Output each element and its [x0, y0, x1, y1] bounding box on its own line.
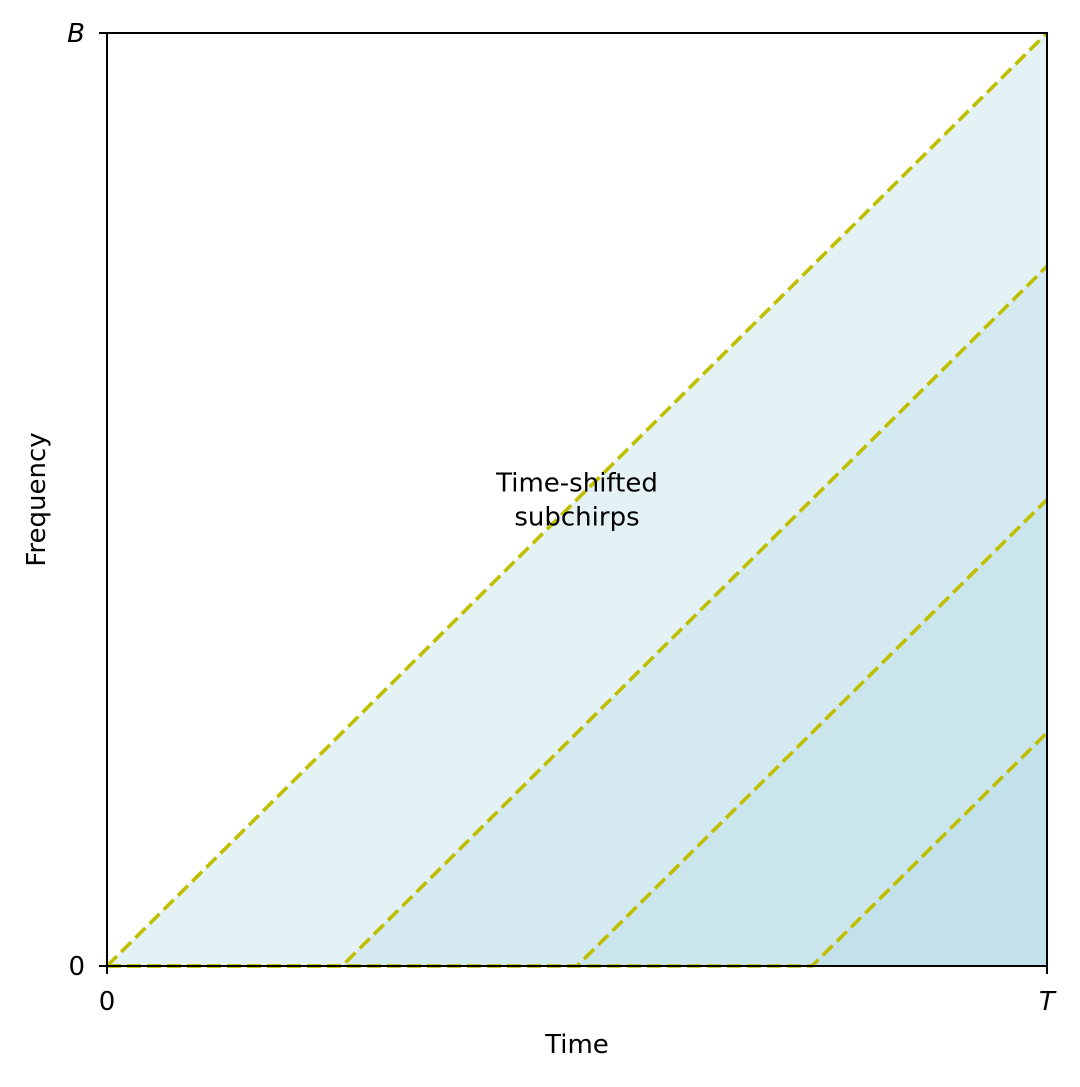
subchirp-line-1: [105, 31, 1049, 968]
labels-layer: 0 T 0 B Time Frequency Time-shifted subchirps: [22, 19, 1057, 1060]
x-tick-label-1: 0: [99, 987, 116, 1017]
x-axis-title: Time: [544, 1030, 609, 1060]
annotation-line: Time-shifted: [495, 469, 658, 499]
axes-layer: [99, 32, 1048, 974]
y-tick-label-1: 0: [68, 952, 85, 982]
annotation-line: subchirps: [514, 503, 639, 533]
subchirp-fill-4: [107, 732, 1047, 966]
y-tick-label-2: B: [67, 19, 85, 49]
y-axis-title: Frequency: [22, 432, 52, 566]
x-tick-label-2: T: [1039, 987, 1057, 1017]
subchirp-fill-3: [107, 499, 1047, 966]
plot-frame: [106, 32, 1048, 967]
annotation-1: Time-shifted subchirps: [495, 469, 658, 533]
